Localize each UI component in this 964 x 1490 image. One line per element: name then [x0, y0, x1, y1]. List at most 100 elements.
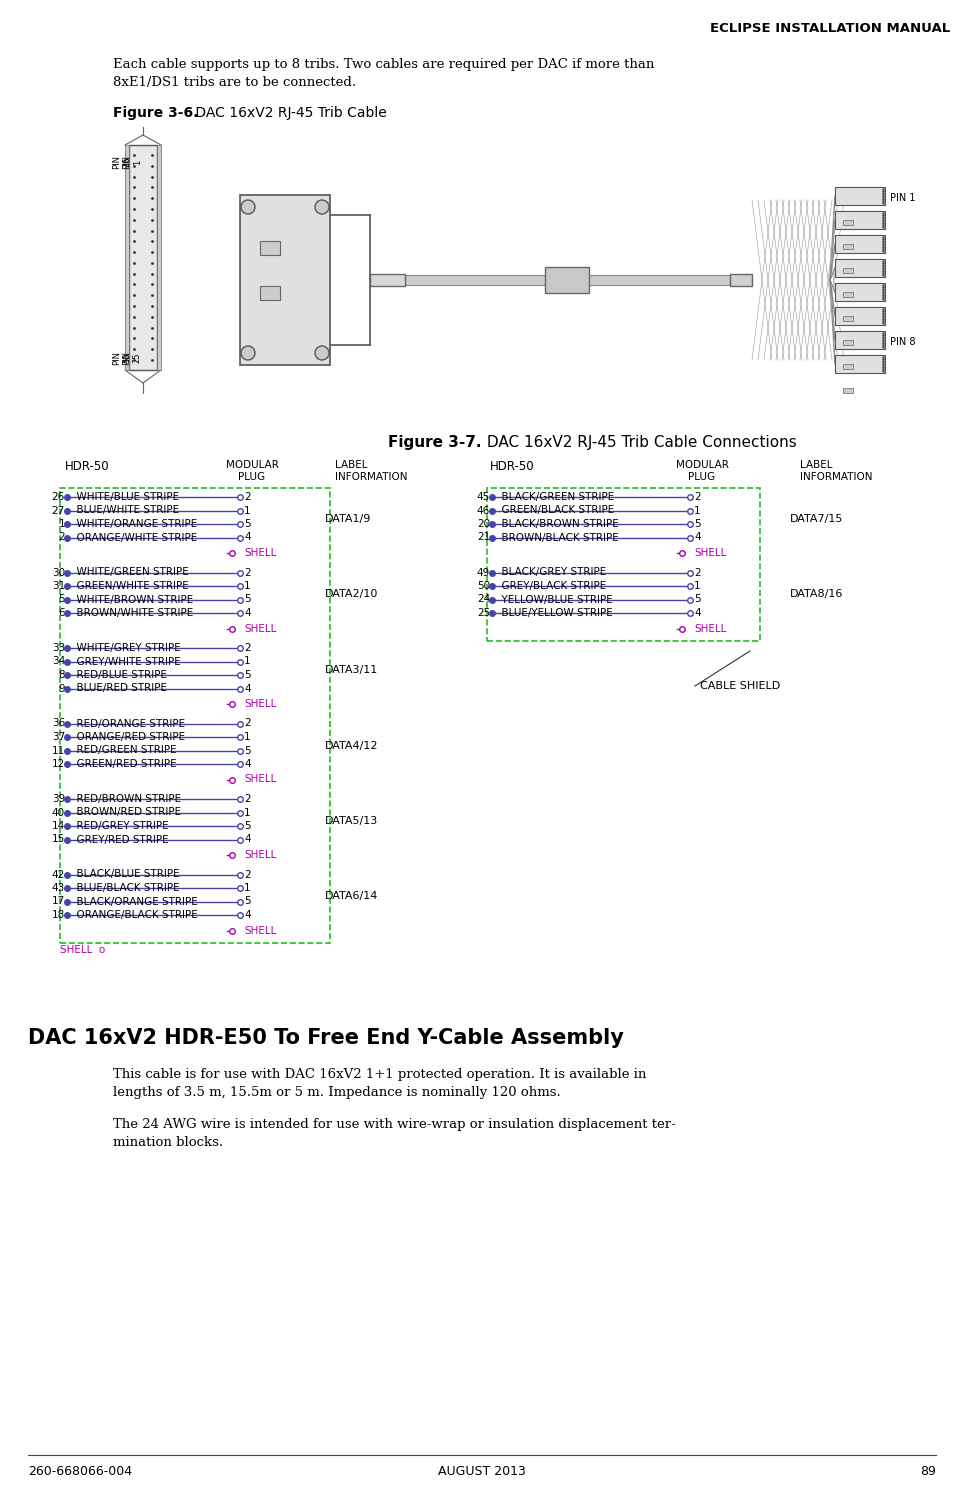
Text: 5: 5 — [244, 821, 251, 831]
Text: SHELL: SHELL — [244, 623, 277, 633]
Text: 46: 46 — [477, 505, 490, 516]
Circle shape — [241, 200, 255, 215]
Text: 2: 2 — [694, 568, 701, 578]
Bar — [60, 489, 330, 943]
Text: 1: 1 — [59, 519, 65, 529]
Text: 25: 25 — [477, 608, 490, 618]
Text: BLACK/BROWN STRIPE: BLACK/BROWN STRIPE — [495, 519, 619, 529]
Bar — [487, 489, 760, 641]
Text: 8xE1/DS1 tribs are to be connected.: 8xE1/DS1 tribs are to be connected. — [113, 76, 356, 89]
Text: CABLE SHIELD: CABLE SHIELD — [700, 681, 780, 691]
Text: 24: 24 — [477, 595, 490, 605]
Text: 2: 2 — [694, 492, 701, 502]
Text: 11: 11 — [52, 745, 65, 755]
Text: WHITE/BROWN STRIPE: WHITE/BROWN STRIPE — [70, 595, 193, 605]
Text: 2: 2 — [244, 568, 251, 578]
Text: lengths of 3.5 m, 15.5m or 5 m. Impedance is nominally 120 ohms.: lengths of 3.5 m, 15.5m or 5 m. Impedanc… — [113, 1086, 561, 1100]
Text: DATA2/10: DATA2/10 — [325, 590, 379, 599]
Text: 45: 45 — [477, 492, 490, 502]
Text: HDR-50: HDR-50 — [490, 460, 535, 472]
Bar — [843, 364, 853, 370]
Bar — [157, 145, 161, 370]
Text: PIN 1: PIN 1 — [890, 194, 916, 203]
Text: 1: 1 — [244, 884, 251, 893]
Text: DAC 16xV2 RJ-45 Trib Cable Connections: DAC 16xV2 RJ-45 Trib Cable Connections — [482, 435, 797, 450]
Text: DATA1/9: DATA1/9 — [325, 514, 371, 524]
Text: 4: 4 — [244, 910, 251, 919]
Text: DATA5/13: DATA5/13 — [325, 817, 378, 825]
Bar — [843, 292, 853, 297]
Text: 50: 50 — [477, 581, 490, 592]
Bar — [125, 145, 129, 370]
Text: 34: 34 — [52, 657, 65, 666]
Text: 33: 33 — [52, 644, 65, 653]
Text: 14: 14 — [52, 821, 65, 831]
Text: 260-668066-004: 260-668066-004 — [28, 1465, 132, 1478]
Text: 9: 9 — [59, 684, 65, 693]
Bar — [835, 331, 885, 349]
Text: HDR-50: HDR-50 — [65, 460, 110, 472]
Text: 4: 4 — [244, 608, 251, 618]
Text: 1: 1 — [244, 657, 251, 666]
Text: 5: 5 — [244, 897, 251, 906]
Text: GREEN/WHITE STRIPE: GREEN/WHITE STRIPE — [70, 581, 189, 592]
Text: 4: 4 — [694, 532, 701, 542]
Circle shape — [315, 200, 329, 215]
Bar — [835, 212, 885, 229]
Text: 2: 2 — [244, 644, 251, 653]
Text: ORANGE/RED STRIPE: ORANGE/RED STRIPE — [70, 732, 185, 742]
Text: WHITE/BLUE STRIPE: WHITE/BLUE STRIPE — [70, 492, 179, 502]
Text: SHELL: SHELL — [244, 699, 277, 709]
Text: ORANGE/WHITE STRIPE: ORANGE/WHITE STRIPE — [70, 532, 198, 542]
Bar — [260, 241, 280, 255]
Text: AUGUST 2013: AUGUST 2013 — [438, 1465, 526, 1478]
Text: DATA3/11: DATA3/11 — [325, 665, 378, 675]
Text: 1: 1 — [244, 732, 251, 742]
Text: GREY/WHITE STRIPE: GREY/WHITE STRIPE — [70, 657, 181, 666]
Text: 31: 31 — [52, 581, 65, 592]
Text: SHELL  o: SHELL o — [60, 945, 105, 955]
Text: 2: 2 — [59, 532, 65, 542]
Text: 18: 18 — [52, 910, 65, 919]
Bar — [835, 259, 885, 277]
Text: 12: 12 — [52, 758, 65, 769]
Bar — [843, 221, 853, 225]
Text: Figure 3-6.: Figure 3-6. — [113, 106, 199, 121]
Text: 26: 26 — [52, 492, 65, 502]
Text: 1: 1 — [244, 808, 251, 818]
Text: BLUE/BLACK STRIPE: BLUE/BLACK STRIPE — [70, 884, 179, 893]
Text: 30: 30 — [52, 568, 65, 578]
Text: BLACK/GREEN STRIPE: BLACK/GREEN STRIPE — [495, 492, 614, 502]
Bar — [405, 276, 730, 285]
Text: 1: 1 — [694, 581, 701, 592]
Text: PIN
26: PIN 26 — [112, 155, 132, 168]
Text: 49: 49 — [477, 568, 490, 578]
Text: 5: 5 — [244, 519, 251, 529]
Text: 15: 15 — [52, 834, 65, 845]
Text: 6: 6 — [59, 608, 65, 618]
Bar — [835, 235, 885, 253]
Text: ECLIPSE INSTALLATION MANUAL: ECLIPSE INSTALLATION MANUAL — [710, 22, 950, 34]
Text: SHELL: SHELL — [244, 548, 277, 557]
Text: BLACK/ORANGE STRIPE: BLACK/ORANGE STRIPE — [70, 897, 198, 906]
Text: SHELL: SHELL — [244, 925, 277, 936]
Text: GREEN/RED STRIPE: GREEN/RED STRIPE — [70, 758, 176, 769]
Text: BROWN/WHITE STRIPE: BROWN/WHITE STRIPE — [70, 608, 193, 618]
Text: 5: 5 — [694, 595, 701, 605]
Text: Each cable supports up to 8 tribs. Two cables are required per DAC if more than: Each cable supports up to 8 tribs. Two c… — [113, 58, 655, 72]
Text: DAC 16xV2 HDR-E50 To Free End Y-Cable Assembly: DAC 16xV2 HDR-E50 To Free End Y-Cable As… — [28, 1028, 624, 1047]
Text: 2: 2 — [244, 870, 251, 879]
Text: 20: 20 — [477, 519, 490, 529]
Text: BROWN/BLACK STRIPE: BROWN/BLACK STRIPE — [495, 532, 619, 542]
Text: 42: 42 — [52, 870, 65, 879]
Text: MODULAR
PLUG: MODULAR PLUG — [676, 460, 729, 481]
Bar — [240, 195, 330, 365]
Text: BLACK/BLUE STRIPE: BLACK/BLUE STRIPE — [70, 870, 179, 879]
Text: RED/BROWN STRIPE: RED/BROWN STRIPE — [70, 794, 181, 805]
Circle shape — [315, 346, 329, 361]
Text: 2: 2 — [244, 492, 251, 502]
Bar — [260, 286, 280, 299]
Bar — [730, 274, 752, 286]
Text: SHELL: SHELL — [694, 623, 727, 633]
Text: PIN
25: PIN 25 — [122, 352, 142, 365]
